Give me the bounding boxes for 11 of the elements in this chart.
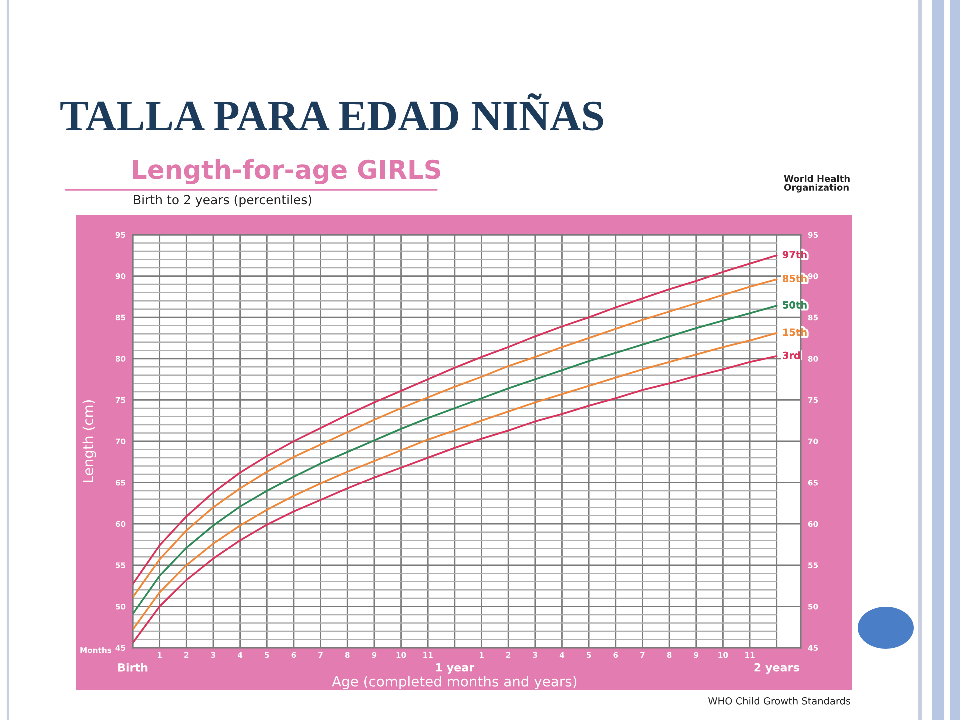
text: World Health Organization (784, 175, 850, 193)
text: Birth to 2 years (percentiles) (134, 194, 312, 208)
x-tick-label: Birth (118, 663, 148, 672)
x-tick-label: 1 year (436, 664, 475, 674)
y-axis-title: Length (cm) (82, 400, 96, 482)
chart-title: TALLA PARA EDAD NIÑAS (60, 94, 604, 131)
x-tick-label: 2 years (754, 663, 800, 674)
chart-subtitle: Length-for-age GIRLS (133, 159, 440, 185)
text: WHO Child Growth Standards (708, 697, 851, 705)
x-axis-title: Age (completed months and years) (332, 676, 577, 690)
series-label: 3rd (783, 352, 800, 360)
